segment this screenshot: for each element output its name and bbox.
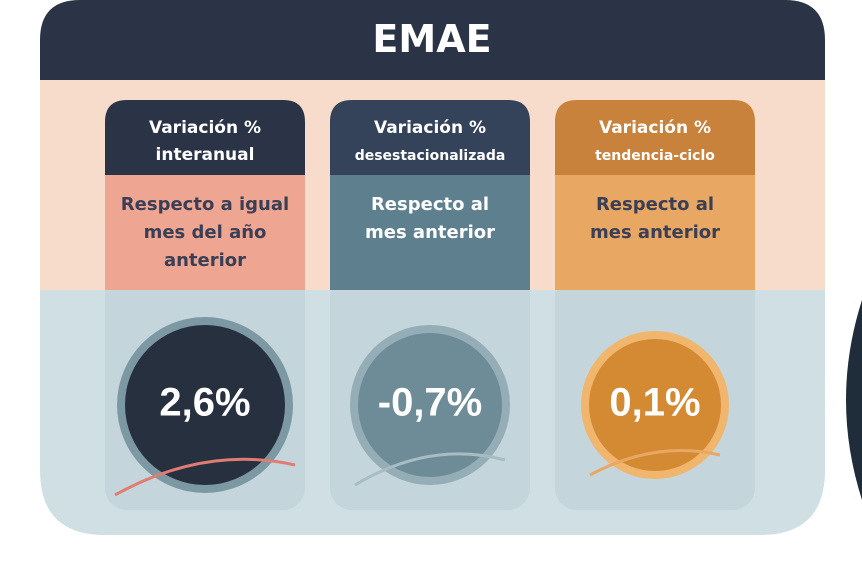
card-title: Variación % (149, 118, 261, 138)
card-value: -0,7% (378, 381, 483, 425)
card-title: tendencia-ciclo (595, 148, 715, 164)
card-title: Variación % (374, 118, 486, 138)
decor-arc (114, 457, 296, 497)
card-header (330, 100, 530, 175)
card: Variación % interanual Respecto a igual … (105, 100, 305, 510)
card-value: 2,6% (159, 381, 250, 425)
card-value: 0,1% (609, 381, 700, 425)
value-circle (125, 325, 285, 485)
card-description: mes del año (144, 222, 267, 243)
edge-decoration (846, 300, 862, 500)
card-description-bg (555, 175, 755, 290)
card-title: interanual (156, 145, 255, 165)
value-circle (589, 339, 721, 471)
card-description-bg (105, 175, 305, 290)
card-description: mes anterior (365, 222, 495, 243)
decor-arc (354, 452, 506, 487)
card: Variación % tendencia-ciclo Respecto al … (555, 100, 755, 510)
card-description: Respecto a igual (121, 194, 289, 215)
header-title: EMAE (372, 17, 491, 61)
card-description: anterior (164, 250, 246, 271)
card-header (105, 100, 305, 175)
card-header (555, 100, 755, 175)
value-circle (358, 333, 502, 477)
card-title: Variación % (599, 118, 711, 138)
card-title: desestacionalizada (355, 148, 506, 164)
decor-arc (589, 449, 721, 477)
card-description-bg (330, 175, 530, 290)
header-band (40, 0, 825, 80)
card-description: mes anterior (590, 222, 720, 243)
card-description: Respecto al (371, 194, 489, 215)
card: Variación % desestacionalizada Respecto … (330, 100, 530, 510)
card-description: Respecto al (596, 194, 714, 215)
